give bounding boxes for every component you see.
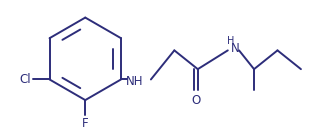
Text: H: H [227, 36, 234, 46]
Text: N: N [231, 42, 240, 55]
Text: F: F [82, 117, 89, 130]
Text: O: O [191, 95, 201, 107]
Text: Cl: Cl [19, 73, 31, 86]
Text: NH: NH [126, 75, 144, 88]
